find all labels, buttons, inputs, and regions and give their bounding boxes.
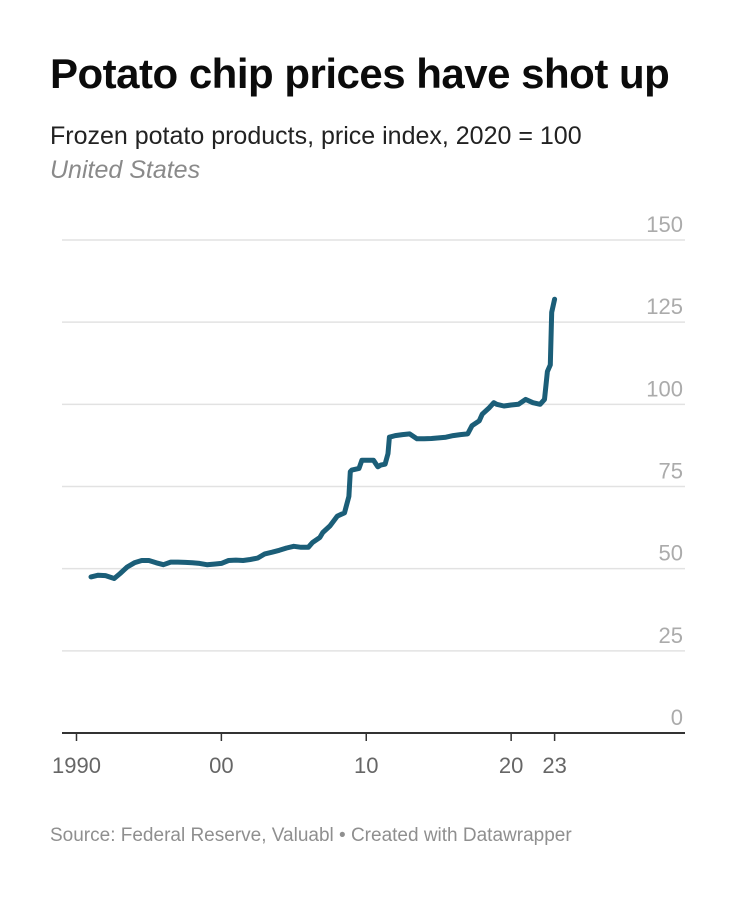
chart-title: Potato chip prices have shot up — [50, 50, 670, 97]
y-tick-label: 25 — [659, 623, 683, 648]
y-tick-label: 75 — [659, 459, 683, 484]
y-tick-label: 100 — [646, 376, 683, 401]
y-tick-label: 125 — [646, 294, 683, 319]
x-tick-label: 20 — [499, 753, 523, 778]
x-tick-label: 00 — [209, 753, 233, 778]
y-tick-label: 150 — [646, 212, 683, 237]
y-tick-label: 0 — [671, 705, 683, 730]
x-tick-label: 10 — [354, 753, 378, 778]
x-tick-label: 1990 — [52, 753, 101, 778]
chart-region-note: United States — [50, 156, 201, 184]
line-chart: 0 25 50 75 100 125 150 1990 00 10 20 23 — [52, 212, 685, 778]
x-tick-label: 23 — [542, 753, 566, 778]
price-index-line — [88, 296, 558, 581]
y-tick-label: 50 — [659, 541, 683, 566]
chart-subtitle: Frozen potato products, price index, 202… — [50, 122, 582, 150]
source-note: Source: Federal Reserve, Valuabl • Creat… — [50, 825, 572, 846]
